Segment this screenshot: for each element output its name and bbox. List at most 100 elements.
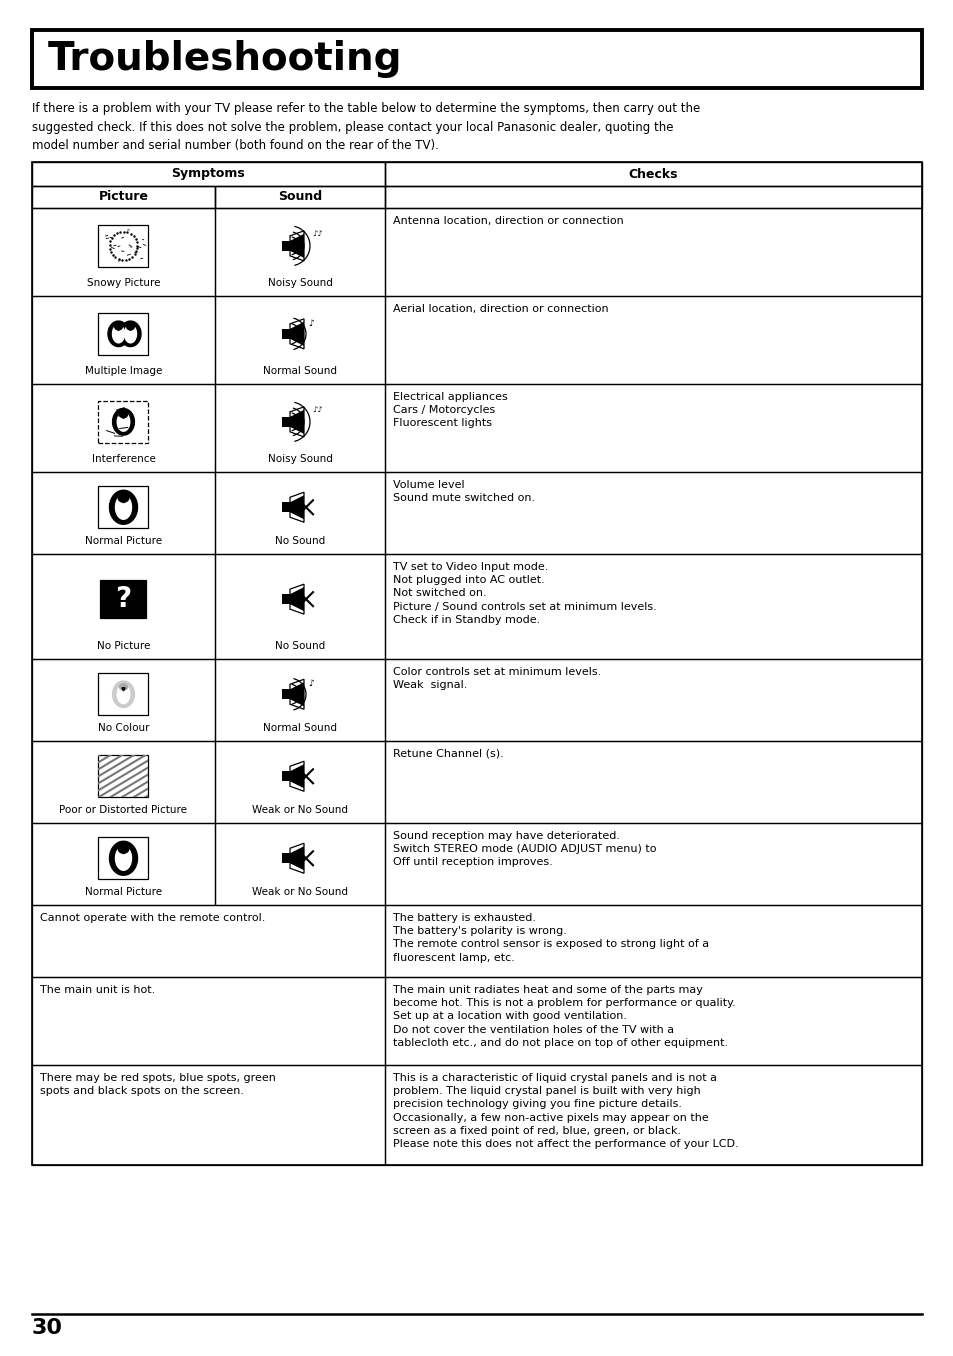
Text: Aerial location, direction or connection: Aerial location, direction or connection — [393, 304, 608, 315]
Bar — [214, 740, 385, 823]
Bar — [282, 772, 290, 781]
Bar — [282, 853, 290, 864]
Bar — [98, 837, 149, 879]
Polygon shape — [121, 850, 126, 854]
Bar — [385, 740, 921, 823]
Polygon shape — [112, 408, 134, 435]
Text: No Sound: No Sound — [274, 536, 325, 546]
Bar — [385, 1064, 921, 1165]
Bar — [282, 689, 290, 700]
Bar — [282, 502, 290, 513]
Ellipse shape — [117, 843, 130, 854]
Ellipse shape — [117, 494, 130, 503]
Text: TV set to Video Input mode.
Not plugged into AC outlet.
Not switched on.
Picture: TV set to Video Input mode. Not plugged … — [393, 561, 656, 625]
Bar — [282, 594, 290, 605]
Polygon shape — [290, 233, 304, 258]
Bar — [98, 313, 149, 355]
Bar — [214, 384, 385, 472]
Text: Normal Picture: Normal Picture — [85, 536, 162, 546]
Bar — [385, 659, 921, 740]
Text: Snowy Picture: Snowy Picture — [87, 278, 160, 287]
Bar — [214, 207, 385, 296]
Bar — [32, 207, 214, 296]
Bar — [385, 186, 921, 207]
Text: Normal Sound: Normal Sound — [263, 723, 336, 734]
Text: Poor or Distorted Picture: Poor or Distorted Picture — [59, 805, 188, 815]
Text: Weak or No Sound: Weak or No Sound — [252, 887, 348, 898]
Text: ♪: ♪ — [308, 319, 314, 328]
Polygon shape — [108, 321, 129, 347]
Polygon shape — [112, 681, 134, 708]
Text: Normal Sound: Normal Sound — [263, 366, 336, 376]
Bar — [32, 904, 385, 978]
Text: Sound reception may have deteriorated.
Switch STEREO mode (AUDIO ADJUST menu) to: Sound reception may have deteriorated. S… — [393, 831, 656, 868]
Bar — [32, 555, 214, 659]
Polygon shape — [122, 415, 125, 419]
Bar — [385, 207, 921, 296]
Polygon shape — [290, 765, 304, 788]
Text: This is a characteristic of liquid crystal panels and is not a
problem. The liqu: This is a characteristic of liquid cryst… — [393, 1073, 738, 1149]
Bar — [214, 555, 385, 659]
Bar — [32, 161, 921, 1165]
Ellipse shape — [119, 683, 128, 690]
Text: ♪♪: ♪♪ — [312, 229, 322, 237]
Bar — [32, 186, 214, 207]
Bar — [32, 472, 214, 555]
Polygon shape — [290, 321, 304, 346]
Bar — [32, 30, 921, 88]
Polygon shape — [129, 328, 132, 331]
Text: There may be red spots, blue spots, green
spots and black spots on the screen.: There may be red spots, blue spots, gree… — [40, 1073, 275, 1096]
Bar — [98, 225, 149, 267]
Bar — [32, 161, 385, 186]
Text: Retune Channel (s).: Retune Channel (s). — [393, 749, 503, 759]
Bar — [385, 555, 921, 659]
Text: The main unit radiates heat and some of the parts may
become hot. This is not a : The main unit radiates heat and some of … — [393, 984, 735, 1048]
Text: Picture: Picture — [98, 190, 149, 203]
Polygon shape — [117, 685, 130, 704]
Text: Sound: Sound — [277, 190, 322, 203]
Text: ♪♪: ♪♪ — [312, 405, 322, 414]
Bar — [32, 659, 214, 740]
Bar — [214, 472, 385, 555]
Bar — [32, 1064, 385, 1165]
Bar — [214, 186, 385, 207]
Polygon shape — [117, 328, 120, 331]
Bar — [282, 241, 290, 251]
Bar — [98, 401, 149, 443]
Text: Noisy Sound: Noisy Sound — [267, 278, 332, 287]
Bar — [214, 659, 385, 740]
Text: Checks: Checks — [628, 168, 678, 180]
Text: Symptoms: Symptoms — [172, 168, 245, 180]
Ellipse shape — [119, 411, 128, 419]
Polygon shape — [110, 491, 137, 525]
Bar — [385, 296, 921, 384]
Polygon shape — [110, 841, 137, 875]
Text: Noisy Sound: Noisy Sound — [267, 454, 332, 464]
Bar — [32, 740, 214, 823]
Bar — [214, 823, 385, 904]
Polygon shape — [115, 846, 132, 871]
Polygon shape — [117, 412, 130, 431]
Bar — [385, 904, 921, 978]
Text: 30: 30 — [32, 1318, 63, 1338]
Bar — [98, 487, 149, 529]
Text: Interference: Interference — [91, 454, 155, 464]
Text: Multiple Image: Multiple Image — [85, 366, 162, 376]
Text: Color controls set at minimum levels.
Weak  signal.: Color controls set at minimum levels. We… — [393, 667, 600, 690]
Polygon shape — [121, 499, 126, 503]
Polygon shape — [290, 495, 304, 519]
Bar — [385, 161, 921, 186]
Text: Weak or No Sound: Weak or No Sound — [252, 805, 348, 815]
Bar — [282, 330, 290, 339]
Text: ?: ? — [115, 586, 132, 613]
Text: If there is a problem with your TV please refer to the table below to determine : If there is a problem with your TV pleas… — [32, 102, 700, 152]
Bar — [385, 472, 921, 555]
Text: No Sound: No Sound — [274, 641, 325, 651]
Polygon shape — [125, 325, 136, 343]
Text: Cannot operate with the remote control.: Cannot operate with the remote control. — [40, 913, 265, 923]
Bar — [385, 823, 921, 904]
Text: Normal Picture: Normal Picture — [85, 887, 162, 898]
Bar — [98, 755, 149, 797]
Polygon shape — [122, 687, 125, 690]
Polygon shape — [115, 495, 132, 519]
